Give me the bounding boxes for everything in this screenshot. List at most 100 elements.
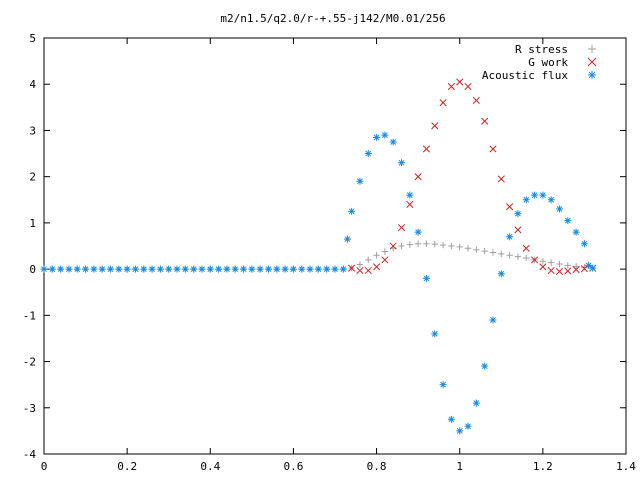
data-point [414, 173, 422, 181]
data-point [506, 203, 514, 211]
data-point [530, 256, 539, 264]
data-point [489, 316, 497, 324]
data-point [572, 266, 580, 274]
series-g-work [348, 78, 597, 275]
y-tick-label: 0 [29, 263, 36, 276]
x-tick-label: 0.4 [200, 460, 220, 473]
data-point [248, 265, 256, 273]
data-point [431, 330, 439, 338]
data-point [98, 265, 106, 273]
x-tick-labels: 0 0.2 0.4 0.6 0.8 1 1.2 1.4 [41, 460, 637, 473]
data-point [564, 217, 572, 225]
data-point [431, 240, 438, 248]
data-point [281, 265, 289, 273]
y-tick-label: 1 [29, 217, 36, 230]
legend-marker [587, 57, 597, 67]
data-point [140, 265, 148, 273]
data-point [331, 265, 339, 273]
chart-title: m2/n1.5/q2.0/r-+.55-j142/M0.01/256 [220, 12, 445, 25]
y-tick-label: 2 [29, 171, 36, 184]
data-point [231, 265, 239, 273]
x-tick-label: 1.2 [533, 460, 553, 473]
data-point [514, 210, 522, 218]
data-point [256, 265, 264, 273]
legend-marker [588, 45, 596, 53]
data-point [397, 223, 406, 232]
data-point [506, 252, 513, 259]
y-tick-label: 5 [29, 32, 36, 45]
data-point [173, 265, 181, 273]
data-point [123, 265, 131, 273]
x-tick-label: 1.4 [616, 460, 636, 473]
data-point [439, 99, 447, 107]
data-point [273, 265, 281, 273]
data-point [489, 249, 497, 256]
data-point [481, 247, 488, 255]
data-point [406, 241, 414, 248]
data-point [73, 265, 81, 273]
data-point [456, 243, 463, 251]
data-point [223, 265, 231, 273]
data-point [589, 264, 597, 272]
data-point [464, 422, 472, 430]
data-point [514, 226, 522, 234]
data-point [547, 259, 555, 266]
data-point [555, 267, 564, 275]
data-point [547, 196, 555, 204]
data-point [107, 265, 115, 273]
data-point [556, 260, 563, 268]
data-point [381, 248, 389, 255]
data-point [423, 240, 430, 247]
data-point [339, 265, 347, 273]
data-point [364, 266, 372, 275]
data-point [365, 256, 372, 264]
data-point [389, 138, 397, 146]
data-point [364, 150, 372, 158]
x-tick-label: 0.6 [283, 460, 303, 473]
data-point [306, 265, 314, 273]
y-tick-label: -1 [23, 309, 36, 322]
data-point [422, 274, 430, 282]
data-point [381, 131, 389, 139]
data-point [343, 235, 351, 243]
data-point [522, 244, 530, 252]
x-tick-label: 0.2 [117, 460, 137, 473]
y-tick-label: -3 [23, 402, 36, 415]
data-point [356, 266, 364, 275]
data-point [456, 427, 464, 435]
series-acoustic-flux [40, 131, 597, 435]
data-point [447, 415, 455, 423]
data-point [547, 266, 555, 275]
data-point [381, 256, 389, 264]
data-point [481, 362, 489, 370]
data-point [131, 265, 139, 273]
data-point [289, 265, 297, 273]
data-point [564, 267, 572, 275]
data-point [40, 265, 48, 273]
data-point [580, 240, 588, 248]
data-point [431, 122, 439, 130]
y-tick-labels: -4 -3 -2 -1 0 1 2 3 4 5 [23, 32, 37, 461]
x-tick-label: 0 [41, 460, 48, 473]
data-point [497, 175, 505, 183]
data-point [514, 253, 522, 260]
data-point [539, 258, 547, 265]
data-point [464, 82, 472, 91]
data-point [522, 196, 530, 204]
data-point [539, 263, 547, 271]
data-point [572, 228, 580, 236]
data-point [414, 228, 422, 236]
data-point [398, 159, 406, 167]
data-point [472, 96, 480, 104]
plot-frame [43, 37, 627, 455]
data-point [497, 270, 505, 278]
data-point [314, 265, 322, 273]
axis-ticks [43, 37, 627, 455]
data-point [389, 242, 397, 250]
data-point [373, 133, 381, 141]
data-point [572, 263, 580, 270]
data-point [90, 265, 98, 273]
data-point [456, 78, 464, 86]
